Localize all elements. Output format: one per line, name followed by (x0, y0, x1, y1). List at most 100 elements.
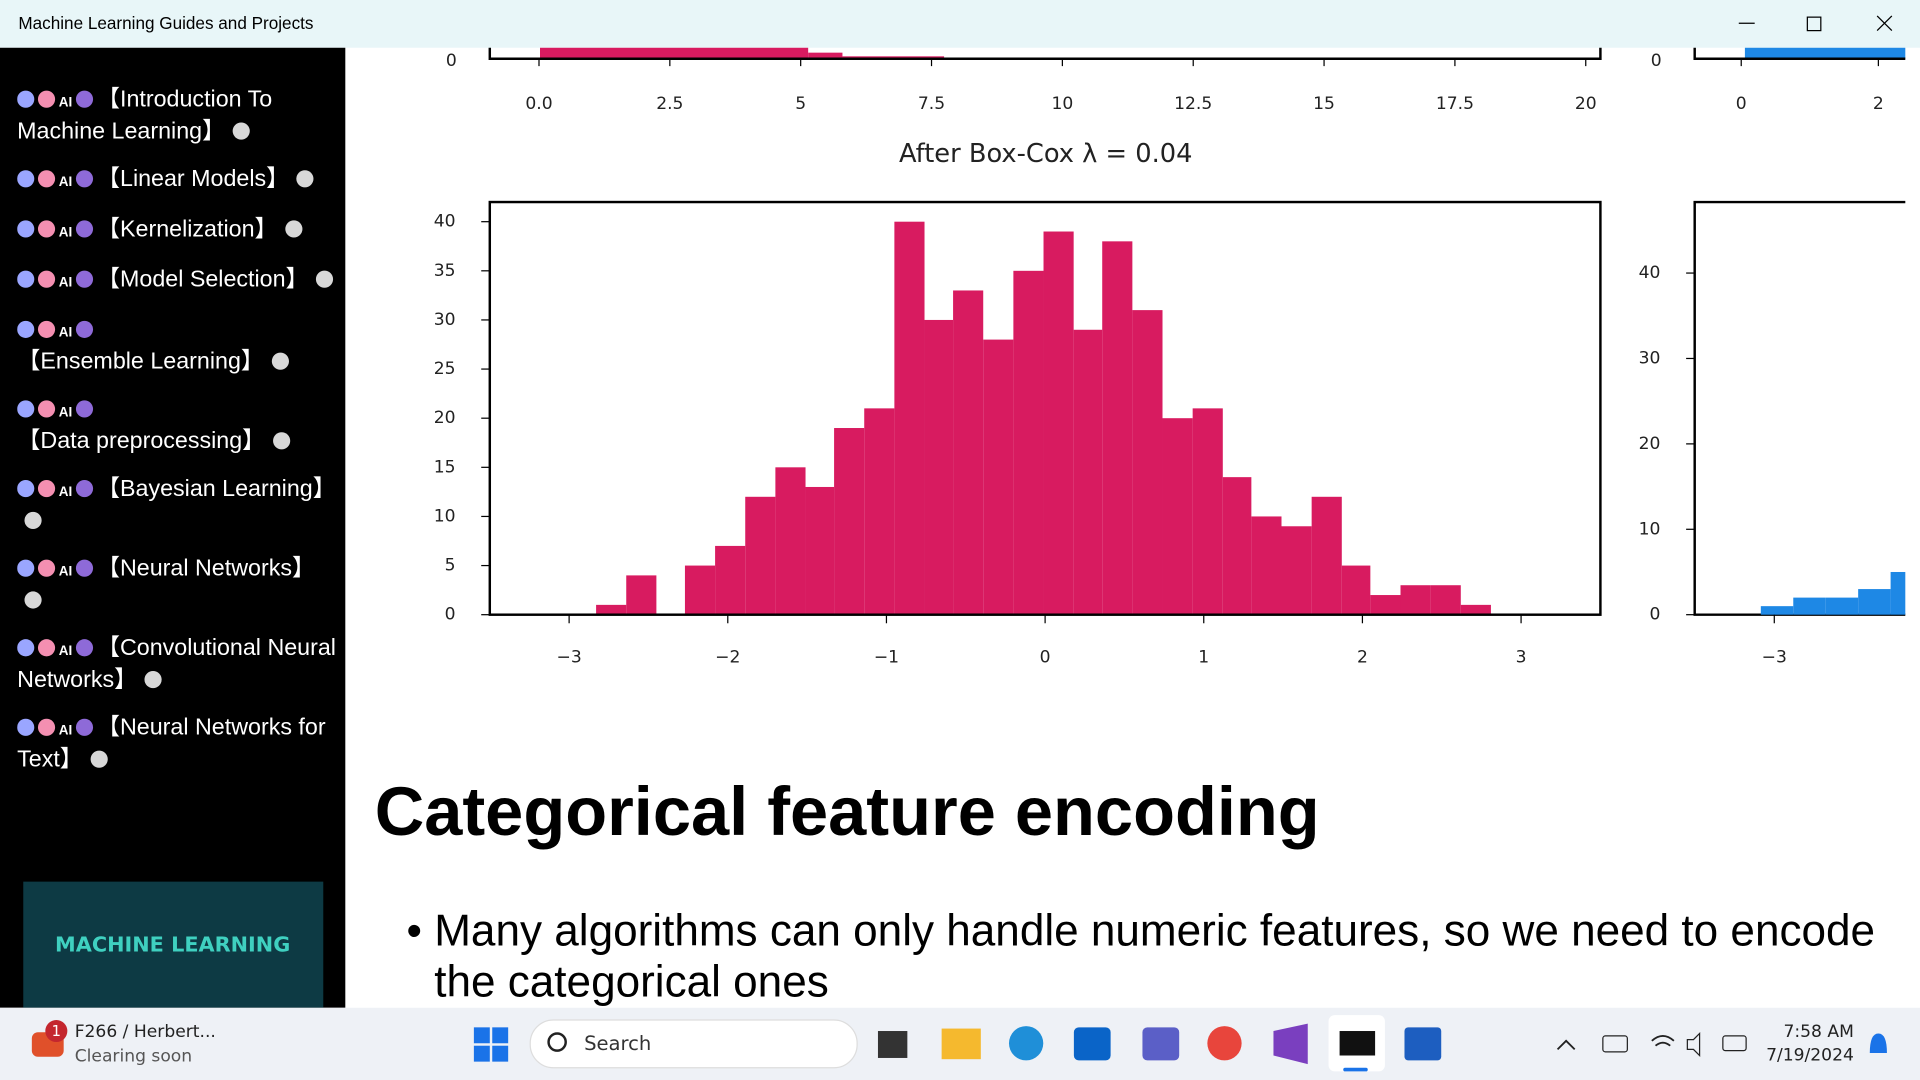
partial-bar (808, 52, 843, 59)
battery[interactable] (1722, 1035, 1747, 1052)
tray-expand[interactable] (1556, 1039, 1576, 1051)
brain-icon (37, 320, 56, 338)
x-tick-label: 10 (1051, 94, 1073, 114)
ai-icon: AI (58, 225, 73, 240)
y-tick-label: 35 (434, 261, 456, 281)
x-tick-label: 15 (1313, 94, 1335, 114)
search-box[interactable] (529, 1019, 858, 1069)
bar (1162, 418, 1193, 615)
sidebar-item[interactable]: AI 【Convolutional Neural Networks】 (17, 634, 338, 695)
sidebar-item[interactable]: AI 【Introduction To Machine Learning】 (17, 86, 338, 147)
x-tick-label: 5 (795, 94, 806, 114)
bar (715, 545, 746, 615)
robot-icon (17, 170, 35, 188)
notifications[interactable] (1869, 1033, 1887, 1054)
teams[interactable] (1142, 1027, 1180, 1061)
ai-icon: AI (58, 405, 73, 420)
y-tick-label: 0 (1650, 605, 1661, 625)
badge (45, 1020, 68, 1043)
item-label: 【Neural Networks】 (96, 555, 316, 582)
bar (864, 408, 895, 615)
alien-icon (75, 270, 94, 288)
bar (1132, 310, 1163, 615)
y-tick-label: 10 (1639, 519, 1661, 539)
ai-icon: AI (58, 564, 73, 580)
bar (924, 319, 954, 615)
sidebar-item[interactable]: AI 【Neural Networks】 (17, 555, 338, 616)
bar (1858, 589, 1891, 615)
robot-icon (17, 90, 35, 108)
y-tick-label: 0 (1651, 51, 1662, 71)
file-explorer[interactable] (941, 1028, 981, 1060)
sidebar-item[interactable]: AI 【Data preprocessing】 (17, 396, 338, 457)
robot-icon (17, 320, 35, 338)
alien-icon (75, 320, 94, 338)
ai-icon: AI (58, 325, 73, 341)
content-block: Categorical feature encoding • Many algo… (375, 771, 1906, 1007)
brain-icon (37, 220, 56, 238)
y-tick-label: 20 (1639, 434, 1661, 454)
start-button[interactable] (473, 1027, 509, 1062)
wifi[interactable] (1651, 1035, 1675, 1047)
x-tick-label: 2 (1873, 94, 1884, 114)
bar (953, 290, 984, 615)
volume[interactable] (1686, 1031, 1701, 1057)
ai-icon: AI (58, 175, 73, 190)
bar (1251, 516, 1282, 615)
bar (1430, 585, 1461, 615)
arm-icon (272, 432, 290, 450)
keyboard[interactable] (1602, 1035, 1628, 1053)
ai-icon: AI (58, 95, 73, 111)
y-tick-label: 40 (434, 212, 456, 232)
y-tick-label: 0 (445, 605, 456, 625)
robot-icon (17, 639, 35, 657)
clock-time[interactable]: 7:58 AM (1783, 1022, 1853, 1042)
bar (1370, 595, 1401, 615)
bar (1013, 270, 1044, 615)
sidebar (0, 47, 346, 1008)
arm-icon (296, 170, 314, 188)
chrome[interactable] (1207, 1026, 1242, 1061)
arm-icon (232, 122, 250, 140)
bar (596, 604, 627, 615)
outlook[interactable] (1073, 1027, 1111, 1061)
x-tick-label: 0 (1040, 648, 1051, 668)
close[interactable] (1876, 15, 1893, 32)
axes-frame (1693, 47, 1906, 60)
sidebar-item[interactable]: AI 【Model Selection】 (17, 266, 338, 298)
bar (626, 575, 657, 615)
sidebar-item[interactable]: AI 【Kernelization】 (17, 216, 338, 248)
restore[interactable] (1806, 16, 1822, 32)
bar (894, 221, 925, 615)
sidebar-item[interactable]: AI 【Ensemble Learning】 (17, 316, 338, 377)
bar (1192, 408, 1223, 615)
arm-icon (271, 352, 289, 370)
sidebar-item[interactable]: AI 【Linear Models】 (17, 165, 338, 197)
bar (1793, 597, 1826, 615)
sidebar-items: AI 【Introduction To Machine Learning】 AI 【L… (17, 86, 338, 775)
edge[interactable] (1008, 1026, 1044, 1061)
y-tick-label: 25 (434, 359, 456, 379)
bar (1043, 231, 1074, 615)
visual-studio[interactable] (1273, 1023, 1308, 1065)
item-label: 【Linear Models】 (96, 166, 290, 193)
window-title: Machine Learning Guides and Projects (18, 13, 313, 33)
item-label: 【Convolutional Neural Networks】 (17, 635, 336, 694)
brain-icon (37, 718, 56, 736)
axes-frame (488, 200, 1602, 616)
active-app[interactable] (1339, 1031, 1376, 1056)
clock-date[interactable]: 7/19/2024 (1766, 1046, 1854, 1066)
task-view[interactable] (877, 1031, 908, 1058)
bar (1281, 526, 1312, 615)
sidebar-item[interactable]: AI 【Neural Networks for Text】 (17, 714, 338, 775)
y-tick-label: 15 (434, 457, 456, 477)
search-label: Search (584, 1032, 651, 1055)
arm-icon (24, 511, 42, 529)
x-tick-label: −3 (557, 648, 582, 668)
sidebar-item[interactable]: AI 【Bayesian Learning】 (17, 475, 338, 536)
brain-icon (37, 639, 56, 657)
title-bar (0, 0, 1920, 48)
bar (1222, 477, 1252, 615)
x-tick-label: −1 (874, 648, 899, 668)
word[interactable] (1404, 1027, 1442, 1061)
